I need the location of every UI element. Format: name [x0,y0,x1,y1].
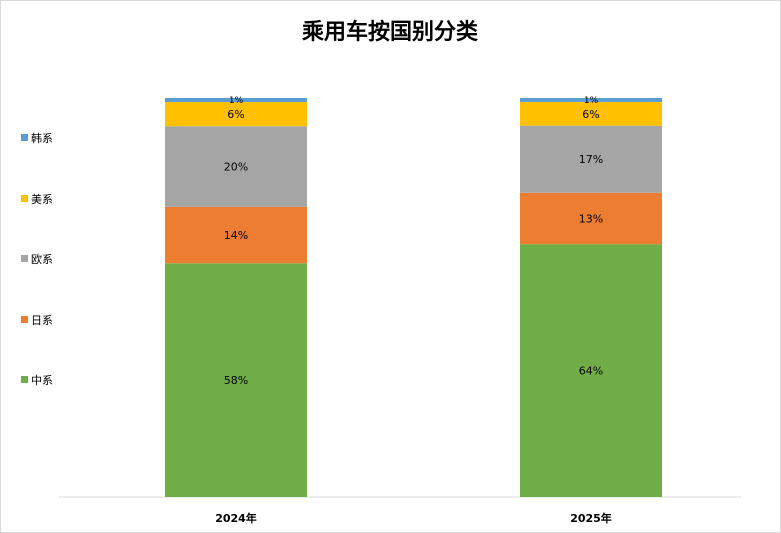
data-label-1-1: 13% [579,212,603,225]
data-label-1-3: 6% [582,108,599,121]
bar-segment-1-3 [520,101,662,126]
data-label-0-0: 58% [224,374,248,387]
bar-segment-0-3 [165,102,307,127]
legend-label-3: 日系 [31,314,53,327]
data-label-0-4: 1% [229,96,244,106]
legend-swatch-0 [21,134,28,141]
data-label-1-0: 64% [579,365,603,378]
legend-swatch-3 [21,316,28,323]
x-tick-label-1: 2025年 [570,511,612,525]
bar-segment-1-1 [520,192,662,245]
bar-segment-1-0 [520,244,662,497]
legend-label-2: 欧系 [31,253,53,266]
data-label-1-2: 17% [579,153,603,166]
data-label-1-4: 1% [584,96,599,106]
data-labels-layer: 58% 14% 20% 6% 1% 64% 13% 17% 6% 1% [224,96,603,387]
data-label-0-1: 14% [224,229,248,242]
bar-segment-0-0 [165,263,307,497]
data-label-0-2: 20% [224,161,248,174]
chart-title: 乘用车按国别分类 [301,19,479,45]
bars-layer [165,98,662,497]
x-tick-labels: 2024年 2025年 [215,511,612,525]
bar-segment-0-1 [165,206,307,264]
legend-swatch-1 [21,195,28,202]
data-label-0-3: 6% [227,108,244,121]
legend-swatch-4 [21,376,28,383]
legend-label-0: 韩系 [31,131,53,145]
legend-label-4: 中系 [31,374,53,387]
legend-swatch-2 [21,255,28,262]
legend-label-1: 美系 [31,193,53,206]
bar-segment-0-2 [165,126,307,207]
bar-segment-1-2 [520,125,662,193]
bar-segment-1-4 [520,98,662,102]
x-tick-label-0: 2024年 [215,511,257,525]
bar-segment-0-4 [165,98,307,103]
